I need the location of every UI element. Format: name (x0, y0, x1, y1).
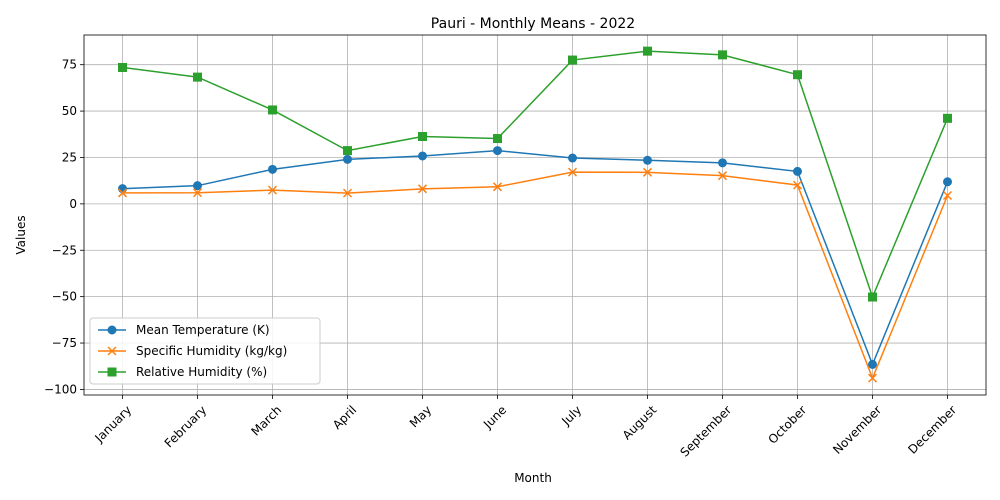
data-point (118, 62, 127, 72)
data-point (493, 134, 502, 144)
legend-item: Specific Humidity (kg/kg) (98, 344, 287, 358)
y-tick-label: 25 (62, 150, 77, 164)
series-2 (117, 167, 953, 383)
plot-frame (83, 34, 987, 396)
x-marker-stroke (492, 182, 503, 192)
legend-label: Specific Humidity (kg/kg) (136, 344, 287, 358)
series-line (122, 171, 949, 381)
data-point (268, 105, 277, 115)
legend-label: Relative Humidity (%) (136, 365, 267, 379)
data-point (717, 171, 728, 181)
x-marker-stroke (417, 184, 428, 194)
data-point (117, 188, 128, 198)
chart-title: Pauri - Monthly Means - 2022 (431, 16, 635, 32)
legend-item: Mean Temperature (K) (98, 323, 270, 337)
x-marker-stroke (642, 167, 653, 177)
data-point (343, 146, 352, 156)
data-point (568, 55, 577, 65)
x-marker-stroke (942, 190, 953, 201)
x-marker-stroke (342, 188, 353, 198)
data-point (868, 292, 877, 302)
data-point (792, 180, 803, 190)
data-point (418, 151, 427, 161)
y-tick-label: −25 (52, 243, 77, 257)
data-point (193, 72, 202, 82)
data-point (793, 166, 802, 176)
data-point (568, 153, 577, 163)
data-point (793, 70, 802, 80)
data-point (193, 181, 202, 191)
data-point (867, 373, 878, 383)
x-marker-stroke (792, 180, 803, 190)
legend-swatch-marker (107, 346, 117, 356)
data-point (642, 167, 653, 177)
x-marker-stroke (192, 188, 203, 198)
data-point (718, 158, 727, 168)
y-axis-label: Values (14, 215, 28, 254)
series-line (122, 149, 949, 367)
data-point (418, 132, 427, 142)
data-point (268, 164, 277, 174)
legend-label: Mean Temperature (K) (136, 323, 270, 337)
legend: Mean Temperature (K) Specific Humidity (k… (89, 317, 321, 385)
data-point (943, 177, 952, 187)
y-tick-label: 75 (62, 58, 77, 72)
data-point (342, 188, 353, 198)
y-tick-label: −75 (52, 336, 77, 350)
series-line (122, 50, 949, 300)
y-tick-label: 0 (69, 197, 77, 211)
y-tick-label: −100 (44, 382, 77, 396)
data-point (942, 190, 953, 201)
legend-box (89, 317, 321, 385)
y-tick-label: 50 (62, 104, 77, 118)
data-point (567, 167, 578, 177)
data-point (868, 359, 877, 369)
legend-swatch-marker (107, 325, 117, 335)
data-point (118, 184, 127, 194)
x-marker-stroke (867, 373, 878, 383)
data-point (718, 50, 727, 60)
x-marker-stroke (267, 185, 278, 195)
data-point (493, 146, 502, 156)
data-point (417, 184, 428, 194)
x-marker-stroke (717, 171, 728, 181)
series-3 (118, 46, 952, 302)
x-marker-stroke (107, 346, 117, 356)
series-layer (117, 46, 953, 383)
x-marker-stroke (567, 167, 578, 177)
data-point (343, 154, 352, 164)
y-tick-label: −50 (52, 290, 77, 304)
series-1 (118, 146, 952, 369)
x-axis-label: Month (514, 471, 552, 485)
legend-swatch-marker (107, 367, 117, 377)
data-point (192, 188, 203, 198)
data-point (643, 46, 652, 56)
data-point (492, 182, 503, 192)
data-point (643, 155, 652, 165)
x-marker-stroke (117, 188, 128, 198)
legend-item: Relative Humidity (%) (98, 365, 267, 379)
data-point (943, 113, 952, 123)
data-point (267, 185, 278, 195)
